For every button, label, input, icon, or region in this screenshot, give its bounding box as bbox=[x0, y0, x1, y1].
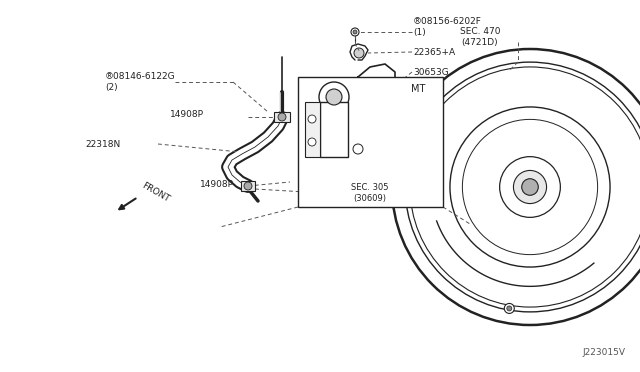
Text: SEC. 470
(4721D): SEC. 470 (4721D) bbox=[460, 27, 500, 47]
Text: ®08156-6202F
(1): ®08156-6202F (1) bbox=[413, 17, 482, 37]
Bar bbox=[298, 77, 443, 207]
Circle shape bbox=[522, 179, 538, 195]
Circle shape bbox=[308, 115, 316, 123]
Text: 14908P: 14908P bbox=[200, 180, 234, 189]
Circle shape bbox=[513, 170, 547, 203]
Circle shape bbox=[507, 306, 512, 311]
Text: 22365+A: 22365+A bbox=[413, 48, 455, 57]
Bar bbox=[274, 112, 290, 122]
Text: FRONT: FRONT bbox=[140, 180, 171, 203]
Circle shape bbox=[504, 304, 515, 314]
Text: MT: MT bbox=[411, 84, 425, 94]
Bar bbox=[320, 102, 348, 157]
Circle shape bbox=[353, 144, 363, 154]
Circle shape bbox=[308, 138, 316, 146]
Circle shape bbox=[376, 113, 384, 121]
Circle shape bbox=[326, 89, 342, 105]
Circle shape bbox=[354, 48, 364, 58]
Text: SEC. 305
(30609): SEC. 305 (30609) bbox=[351, 183, 388, 203]
Bar bbox=[305, 102, 320, 157]
Circle shape bbox=[353, 30, 357, 34]
Circle shape bbox=[351, 28, 359, 36]
Circle shape bbox=[367, 94, 377, 104]
Circle shape bbox=[278, 113, 286, 121]
Bar bbox=[241, 181, 255, 191]
Text: 30653G: 30653G bbox=[413, 67, 449, 77]
Text: 14908P: 14908P bbox=[170, 109, 204, 119]
Circle shape bbox=[319, 82, 349, 112]
Text: J223015V: J223015V bbox=[582, 348, 625, 357]
Text: ®08146-6122G
(2): ®08146-6122G (2) bbox=[105, 72, 175, 92]
Text: 22318N: 22318N bbox=[85, 140, 120, 148]
Circle shape bbox=[244, 182, 252, 190]
